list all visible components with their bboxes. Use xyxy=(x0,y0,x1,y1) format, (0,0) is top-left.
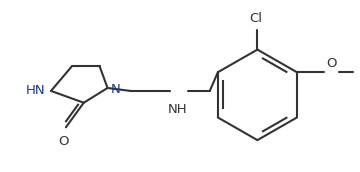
Text: N: N xyxy=(111,83,120,96)
Text: O: O xyxy=(327,57,337,70)
Text: HN: HN xyxy=(26,84,45,97)
Text: O: O xyxy=(59,135,69,148)
Text: NH: NH xyxy=(168,103,188,116)
Text: Cl: Cl xyxy=(249,12,262,25)
